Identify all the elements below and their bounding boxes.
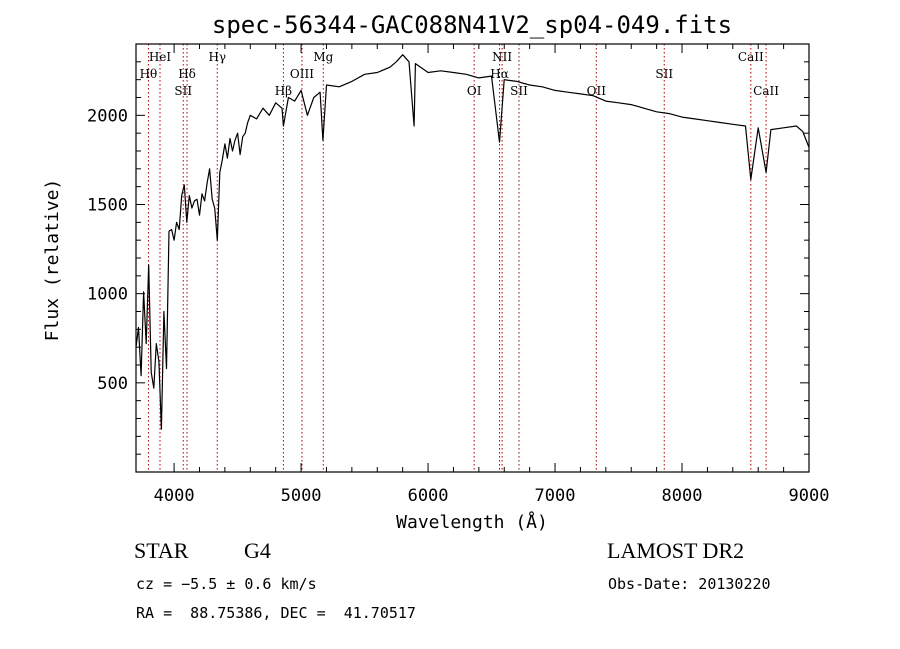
y-axis: 500 1000 1500 2000 [87, 61, 809, 455]
spectrum-line [135, 54, 810, 430]
line-marker-label: OII [587, 84, 607, 98]
x-tick-label: 5000 [281, 486, 322, 506]
object-class: STAR [134, 538, 189, 563]
y-tick-label: 1500 [87, 196, 128, 216]
plot-frame [135, 43, 810, 473]
y-tick-label: 1000 [87, 285, 128, 305]
x-axis-label: Wavelength (Å) [396, 511, 548, 533]
line-marker-label: Hγ [208, 50, 226, 64]
spectrum-series [135, 54, 810, 430]
line-marker-label: Hθ [140, 67, 158, 81]
line-marker-label: SII [174, 84, 192, 98]
observation-date: Obs-Date: 20130220 [608, 575, 771, 593]
line-marker-label: HeI [149, 50, 172, 64]
line-marker-label: Hβ [275, 84, 292, 98]
line-marker-label: OI [467, 84, 482, 98]
chart-title: spec-56344-GAC088N41V2_sp04-049.fits [212, 11, 732, 39]
x-axis: 4000 5000 6000 7000 8000 9000 [154, 44, 830, 506]
y-tick-label: 500 [97, 374, 128, 394]
line-marker-label: Hδ [178, 67, 196, 81]
x-tick-label: 6000 [408, 486, 449, 506]
object-subclass: G4 [244, 538, 271, 563]
line-marker-label: CaII [738, 50, 764, 64]
x-tick-label: 7000 [535, 486, 576, 506]
line-marker-label: CaII [753, 84, 779, 98]
line-marker-label: OIII [290, 67, 314, 81]
line-marker-label: Mg [313, 50, 333, 64]
y-axis-label: Flux (relative) [42, 179, 63, 342]
line-marker-label: SII [510, 84, 528, 98]
sky-coordinates: RA = 88.75386, DEC = 41.70517 [136, 604, 416, 622]
y-tick-label: 2000 [87, 106, 128, 126]
survey-name: LAMOST DR2 [607, 538, 745, 563]
line-marker-label: SII [655, 67, 673, 81]
x-tick-label: 9000 [789, 486, 830, 506]
line-marker-label: NII [492, 50, 512, 64]
x-tick-label: 4000 [154, 486, 195, 506]
redshift-velocity: cz = −5.5 ± 0.6 km/s [136, 575, 317, 593]
line-marker-label: Hα [490, 67, 509, 81]
x-tick-label: 8000 [662, 486, 703, 506]
